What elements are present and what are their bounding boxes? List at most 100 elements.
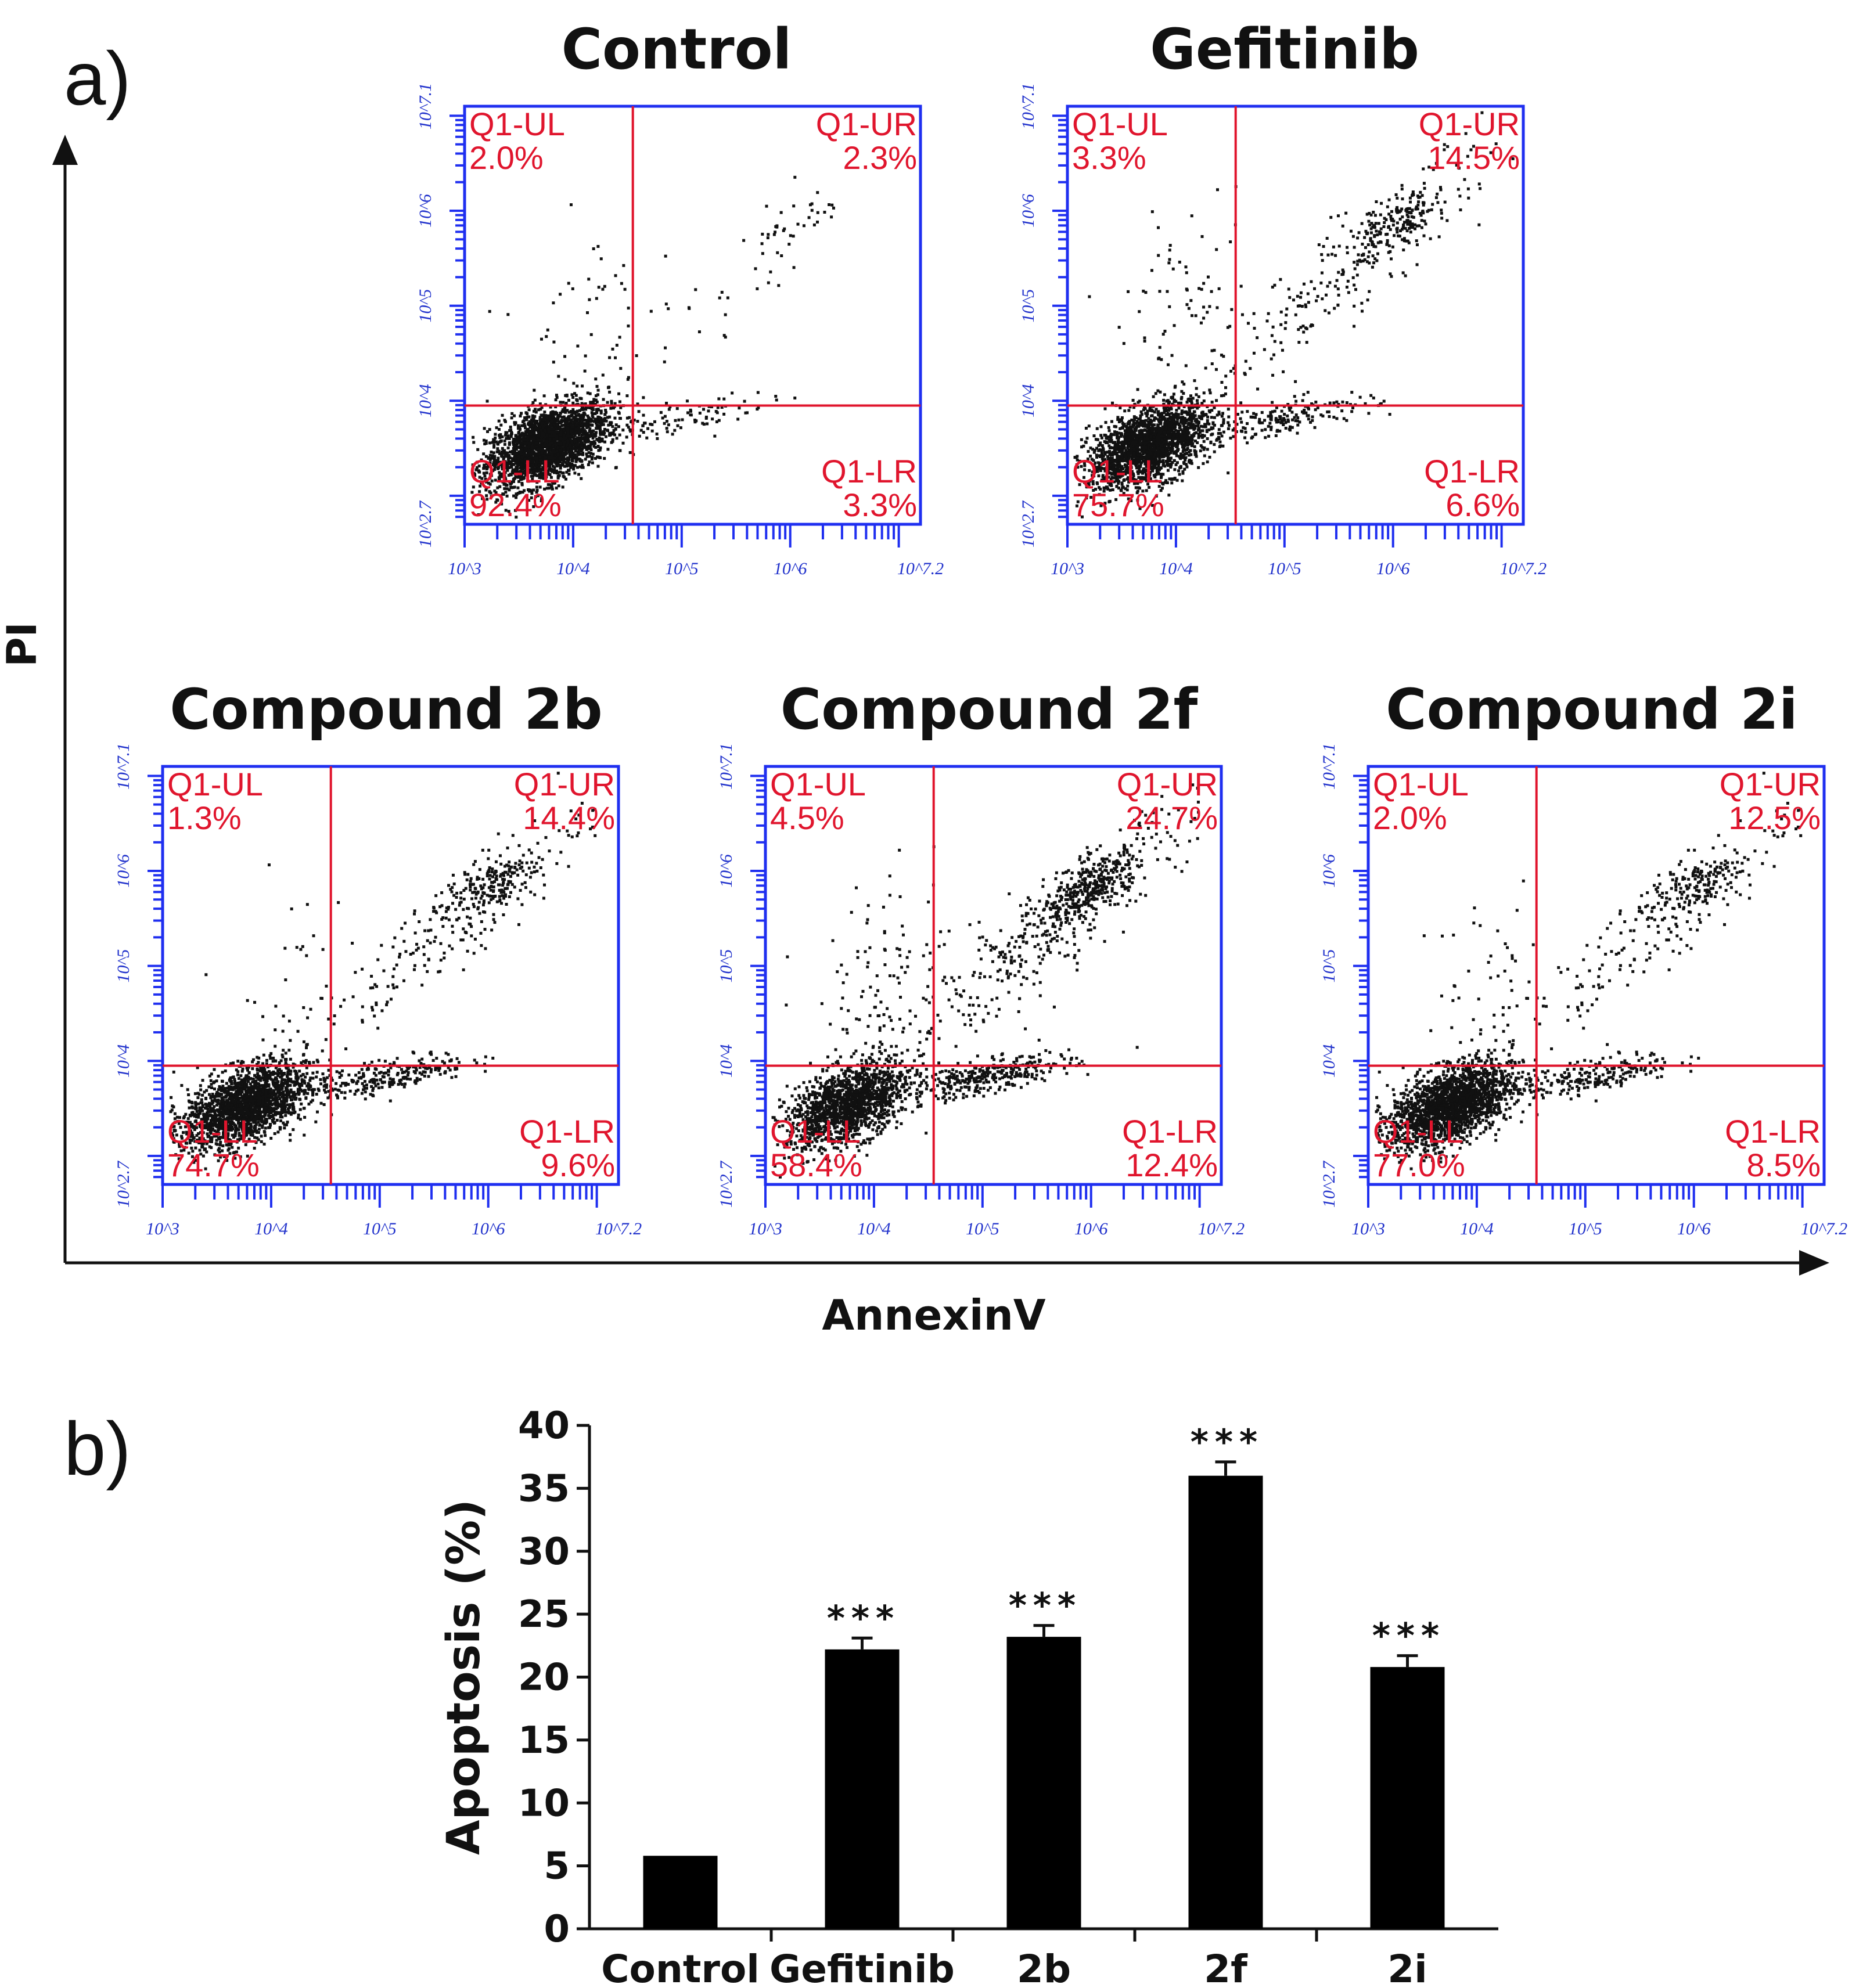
event-dot (617, 392, 621, 395)
event-dot (1143, 407, 1147, 410)
event-dot (1208, 455, 1211, 459)
x-tick-label: 10^4 (556, 559, 590, 578)
event-dot (522, 434, 525, 437)
event-dot (717, 397, 721, 401)
event-dot (585, 448, 589, 451)
pi-axis-label: PI (0, 622, 46, 667)
event-dot (1355, 273, 1359, 277)
event-dot (1169, 422, 1173, 425)
event-dot (1299, 291, 1303, 294)
event-dot (544, 440, 548, 443)
event-dot (687, 306, 691, 309)
event-dot (538, 425, 542, 428)
event-dot (1297, 341, 1301, 344)
event-dot (1136, 388, 1139, 391)
event-dot (584, 408, 588, 411)
y-tick-label: 10^2.7 (416, 500, 435, 548)
event-dot (1353, 325, 1356, 328)
event-dot (548, 487, 551, 490)
event-dot (1114, 425, 1118, 428)
event-dot (1148, 424, 1151, 428)
event-dot (1201, 414, 1204, 417)
event-dot (552, 301, 555, 305)
event-dot (557, 374, 560, 378)
event-dot (548, 417, 552, 421)
event-dot (608, 431, 612, 435)
event-dot (552, 340, 556, 344)
event-dot (537, 408, 540, 412)
event-dot (649, 309, 653, 313)
event-dot (1317, 243, 1321, 247)
event-dot (1087, 424, 1091, 428)
event-dot (1218, 445, 1221, 448)
event-dot (519, 427, 522, 431)
event-dot (1364, 246, 1367, 249)
event-dot (540, 337, 543, 341)
event-dot (637, 410, 641, 413)
event-dot (1206, 448, 1209, 451)
event-dot (566, 431, 570, 434)
event-dot (1182, 410, 1186, 414)
event-dot (1220, 354, 1223, 357)
event-dot (717, 419, 721, 422)
event-dot (520, 424, 523, 427)
event-dot (495, 426, 498, 430)
event-dot (556, 471, 560, 474)
event-dot (664, 254, 667, 258)
event-dot (761, 252, 764, 255)
event-dot (686, 411, 689, 415)
event-dot (575, 410, 578, 414)
event-dot (537, 447, 540, 451)
event-dot (590, 441, 594, 444)
event-dot (1217, 428, 1221, 431)
event-dot (596, 393, 599, 397)
x-tick-label: 10^6 (1376, 559, 1410, 578)
event-dot (1346, 246, 1349, 249)
event-dot (540, 419, 544, 423)
event-dot (559, 412, 562, 415)
event-dot (562, 443, 566, 446)
event-dot (515, 496, 518, 499)
event-dot (1112, 433, 1116, 437)
event-dot (606, 416, 609, 419)
event-dot (591, 461, 594, 464)
event-dot (618, 400, 621, 404)
event-dot (488, 461, 492, 464)
event-dot (507, 458, 510, 461)
event-dot (1309, 325, 1312, 328)
event-dot (1180, 412, 1184, 416)
event-dot (502, 460, 505, 464)
event-dot (1166, 434, 1170, 438)
event-dot (529, 437, 533, 441)
event-dot (562, 438, 565, 441)
event-dot (1175, 449, 1178, 453)
event-dot (584, 458, 587, 461)
event-dot (494, 433, 497, 436)
event-dot (1196, 428, 1200, 432)
event-dot (1337, 271, 1340, 274)
event-dot (585, 452, 588, 456)
event-dot (1186, 412, 1190, 416)
event-dot (588, 423, 592, 427)
event-dot (609, 421, 612, 424)
event-dot (563, 406, 567, 410)
y-tick-label: 10^4 (1019, 384, 1038, 417)
event-dot (1179, 456, 1183, 459)
event-dot (1155, 408, 1158, 411)
event-dot (518, 454, 522, 458)
event-dot (497, 427, 501, 431)
event-dot (1431, 203, 1434, 206)
event-dot (742, 239, 746, 242)
event-dot (501, 480, 505, 484)
event-dot (568, 455, 571, 459)
event-dot (518, 433, 522, 436)
event-dot (482, 471, 486, 475)
event-dot (766, 236, 769, 240)
event-dot (828, 203, 831, 206)
event-dot (578, 421, 581, 424)
event-dot (1119, 432, 1123, 435)
event-dot (1417, 200, 1421, 204)
event-dot (509, 426, 512, 429)
event-dot (1134, 428, 1137, 432)
event-dot (594, 412, 597, 415)
